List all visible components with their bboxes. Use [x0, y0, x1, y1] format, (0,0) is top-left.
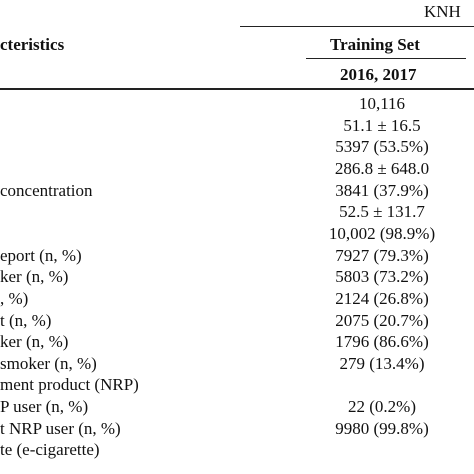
column-header-training-set: Training Set	[330, 35, 420, 54]
row-value: 279 (13.4%)	[339, 353, 425, 373]
subheader-years: 2016, 2017	[340, 65, 417, 84]
row-label: t NRP user (n, %)	[0, 418, 121, 438]
row-value: 5803 (73.2%)	[335, 267, 429, 287]
row-label: te (e-cigarette)	[0, 440, 100, 460]
row-value: 5397 (53.5%)	[335, 137, 429, 157]
row-value: 51.1 ± 16.5	[343, 115, 421, 135]
row-label: ment product (NRP)	[0, 375, 139, 395]
row-value: 2124 (26.8%)	[335, 288, 429, 308]
row-value: 52.5 ± 131.7	[339, 202, 425, 222]
row-label: , %)	[0, 288, 29, 308]
row-label: P user (n, %)	[0, 397, 89, 417]
row-value: 10,116	[358, 94, 406, 113]
row-value: 9980 (99.8%)	[335, 418, 429, 438]
column-header-characteristics: cteristics	[0, 35, 65, 54]
row-value: 3841 (37.9%)	[335, 180, 429, 200]
row-value: 286.8 ± 648.0	[334, 158, 430, 178]
row-label: ker (n, %)	[0, 332, 69, 352]
row-value: 22 (0.2%)	[348, 397, 416, 417]
row-value: 10,002 (98.9%)	[328, 223, 436, 243]
row-value: 1796 (86.6%)	[335, 332, 429, 352]
group-header-underline	[240, 26, 474, 27]
row-label: concentration	[0, 180, 93, 200]
row-label: smoker (n, %)	[0, 353, 97, 373]
header-bottom-rule	[0, 88, 474, 90]
row-label: eport (n, %)	[0, 245, 82, 265]
training-set-underline	[306, 58, 466, 59]
row-label: ker (n, %)	[0, 267, 69, 287]
row-value: 2075 (20.7%)	[335, 310, 429, 330]
group-header: KNH	[424, 2, 461, 21]
row-label: t (n, %)	[0, 310, 52, 330]
row-value: 7927 (79.3%)	[335, 245, 429, 265]
